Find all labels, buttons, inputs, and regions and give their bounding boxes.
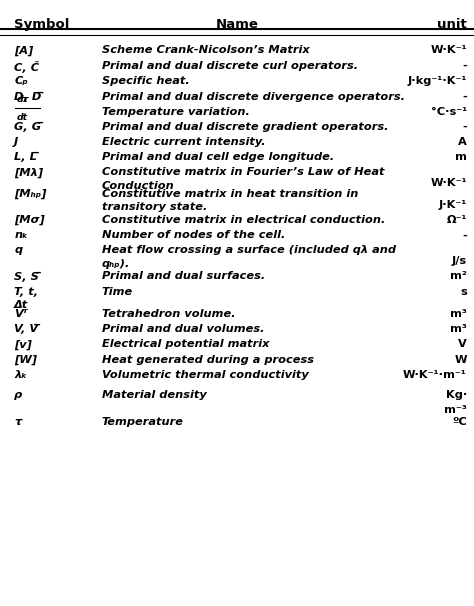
Text: Cₚ: Cₚ — [14, 76, 28, 87]
Text: -: - — [462, 92, 467, 102]
Text: J·kg⁻¹·K⁻¹: J·kg⁻¹·K⁻¹ — [407, 76, 467, 87]
Text: Conduction: Conduction — [102, 181, 174, 191]
Text: Volumetric thermal conductivity: Volumetric thermal conductivity — [102, 370, 309, 380]
Text: Electrical potential matrix: Electrical potential matrix — [102, 339, 269, 350]
Text: Time: Time — [102, 287, 133, 297]
Text: m: m — [455, 152, 467, 162]
Text: [Mₕₚ]: [Mₕₚ] — [14, 189, 47, 199]
Text: V, V̅: V, V̅ — [14, 324, 38, 335]
Text: m³: m³ — [450, 309, 467, 319]
Text: m²: m² — [450, 271, 467, 282]
Text: [W]: [W] — [14, 355, 37, 365]
Text: -: - — [462, 61, 467, 72]
Text: J/s: J/s — [452, 256, 467, 267]
Text: L, L̅: L, L̅ — [14, 152, 37, 162]
Text: Primal and dual discrete divergence operators.: Primal and dual discrete divergence oper… — [102, 92, 405, 102]
Text: Heat generated during a process: Heat generated during a process — [102, 355, 314, 365]
Text: Primal and dual cell edge longitude.: Primal and dual cell edge longitude. — [102, 152, 334, 162]
Text: m³: m³ — [450, 324, 467, 335]
Text: Constitutive matrix in Fourier’s Law of Heat: Constitutive matrix in Fourier’s Law of … — [102, 167, 384, 178]
Text: [Mλ]: [Mλ] — [14, 167, 43, 178]
Text: A: A — [458, 137, 467, 147]
Text: W·K⁻¹·m⁻¹: W·K⁻¹·m⁻¹ — [403, 370, 467, 380]
Text: [Mσ]: [Mσ] — [14, 215, 45, 225]
Text: C, Č: C, Č — [14, 61, 39, 73]
Text: D, D̅: D, D̅ — [14, 92, 42, 102]
Text: Number of nodes of the cell.: Number of nodes of the cell. — [102, 230, 285, 241]
Text: °C·s⁻¹: °C·s⁻¹ — [431, 107, 467, 117]
Text: qₕₚ).: qₕₚ). — [102, 259, 130, 269]
Text: J·K⁻¹: J·K⁻¹ — [438, 200, 467, 210]
Text: Vᵀ: Vᵀ — [14, 309, 28, 319]
Text: Primal and dual discrete gradient operators.: Primal and dual discrete gradient operat… — [102, 122, 388, 132]
Text: G, G̅: G, G̅ — [14, 122, 41, 132]
Text: λₖ: λₖ — [14, 370, 27, 380]
Text: Tetrahedron volume.: Tetrahedron volume. — [102, 309, 236, 319]
Text: V: V — [458, 339, 467, 350]
Text: Symbol: Symbol — [14, 18, 70, 31]
Text: W·K⁻¹: W·K⁻¹ — [430, 45, 467, 56]
Text: Constitutive matrix in heat transition in: Constitutive matrix in heat transition i… — [102, 189, 358, 199]
Text: -: - — [462, 230, 467, 241]
Text: Heat flow crossing a surface (included qλ and: Heat flow crossing a surface (included q… — [102, 245, 396, 256]
Text: dt: dt — [17, 113, 27, 122]
Text: J: J — [14, 137, 18, 147]
Text: τ: τ — [14, 417, 21, 427]
Text: Kg·: Kg· — [446, 390, 467, 401]
Text: Primal and dual discrete curl operators.: Primal and dual discrete curl operators. — [102, 61, 358, 72]
Text: T, t,: T, t, — [14, 287, 38, 297]
Text: transitory state.: transitory state. — [102, 202, 207, 213]
Text: nₖ: nₖ — [14, 230, 28, 241]
Text: ºC: ºC — [452, 417, 467, 427]
Text: unit: unit — [437, 18, 467, 31]
Text: ρ: ρ — [14, 390, 22, 401]
Text: Material density: Material density — [102, 390, 207, 401]
Text: W: W — [455, 355, 467, 365]
Text: Temperature variation.: Temperature variation. — [102, 107, 250, 117]
Text: Name: Name — [216, 18, 258, 31]
Text: Δt: Δt — [14, 300, 28, 310]
Text: [v]: [v] — [14, 339, 32, 350]
Text: -: - — [462, 122, 467, 132]
Text: m⁻³: m⁻³ — [444, 405, 467, 416]
Text: [A]: [A] — [14, 45, 34, 56]
Text: Primal and dual surfaces.: Primal and dual surfaces. — [102, 271, 265, 282]
Text: Ω⁻¹: Ω⁻¹ — [447, 215, 467, 225]
Text: Constitutive matrix in electrical conduction.: Constitutive matrix in electrical conduc… — [102, 215, 385, 225]
Text: Electric current intensity.: Electric current intensity. — [102, 137, 265, 147]
Text: Specific heat.: Specific heat. — [102, 76, 190, 87]
Text: dτ: dτ — [17, 95, 29, 104]
Text: s: s — [460, 287, 467, 297]
Text: Primal and dual volumes.: Primal and dual volumes. — [102, 324, 264, 335]
Text: Scheme Crank-Nicolson’s Matrix: Scheme Crank-Nicolson’s Matrix — [102, 45, 310, 56]
Text: Temperature: Temperature — [102, 417, 184, 427]
Text: W·K⁻¹: W·K⁻¹ — [430, 178, 467, 188]
Text: S, S̅: S, S̅ — [14, 271, 39, 282]
Text: q: q — [14, 245, 22, 256]
